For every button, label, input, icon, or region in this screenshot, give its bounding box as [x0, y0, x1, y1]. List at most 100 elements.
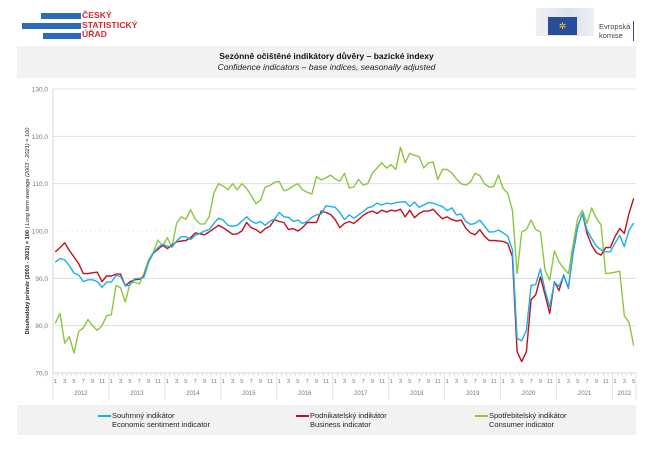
month-tick-label: 5 — [128, 379, 131, 385]
year-label: 2017 — [354, 391, 368, 397]
month-tick-label: 7 — [306, 379, 309, 385]
legend-label-cz: Souhrnný indikátor — [112, 411, 175, 420]
month-tick-label: 1 — [110, 379, 113, 385]
month-tick-label: 3 — [343, 379, 346, 385]
year-label: 2012 — [74, 391, 88, 397]
legend-item-economic: Souhrnný indikátor Economic sentiment in… — [98, 411, 210, 429]
year-label: 2022 — [618, 391, 632, 397]
month-tick-label: 7 — [585, 379, 588, 385]
chart-title-en: Confidence indicators – base indices, se… — [217, 62, 436, 72]
month-tick-label: 1 — [445, 379, 448, 385]
month-tick-label: 7 — [250, 379, 253, 385]
legend-label-en: Consumer indicator — [489, 420, 555, 429]
month-tick-label: 9 — [203, 379, 206, 385]
month-tick-label: 5 — [520, 379, 523, 385]
month-tick-label: 3 — [119, 379, 122, 385]
year-label: 2018 — [410, 391, 424, 397]
logo-line: ČESKÝ — [82, 10, 112, 20]
month-tick-label: 9 — [595, 379, 598, 385]
month-tick-label: 9 — [91, 379, 94, 385]
legend-label-en: Business indicator — [310, 420, 371, 429]
eu-logo-text: Evropská komise — [599, 22, 630, 40]
logo-line: ÚŘAD — [82, 29, 107, 39]
month-tick-label: 9 — [483, 379, 486, 385]
month-tick-label: 9 — [427, 379, 430, 385]
month-tick-label: 5 — [184, 379, 187, 385]
month-tick-label: 5 — [408, 379, 411, 385]
divider — [633, 21, 634, 41]
month-tick-label: 11 — [547, 379, 553, 385]
year-label: 2016 — [298, 391, 312, 397]
month-tick-label: 7 — [473, 379, 476, 385]
month-tick-label: 3 — [175, 379, 178, 385]
month-tick-label: 11 — [211, 379, 217, 385]
series-consumer — [54, 146, 635, 354]
month-tick-label: 9 — [147, 379, 150, 385]
line-chart: 70,0 80,0 90,0 100,0 110,0 120,0 130,0 Dlouhodo… — [24, 87, 637, 400]
month-tick-label: 1 — [222, 379, 225, 385]
y-axis-title-cz: Dlouhodobý průměr (2003 - 2021) = 100 — [24, 230, 31, 334]
y-axis-title-separator: | — [25, 225, 31, 230]
year-label: 2014 — [186, 391, 200, 397]
month-tick-label: 3 — [567, 379, 570, 385]
logo-bar — [43, 33, 81, 39]
logo-bar — [41, 13, 81, 19]
month-tick-label: 11 — [99, 379, 105, 385]
month-tick-label: 7 — [529, 379, 532, 385]
month-tick-label: 11 — [379, 379, 385, 385]
month-tick-label: 7 — [362, 379, 365, 385]
month-tick-label: 7 — [138, 379, 141, 385]
year-label: 2019 — [466, 391, 480, 397]
year-label: 2015 — [242, 391, 256, 397]
month-tick-label: 11 — [267, 379, 273, 385]
month-tick-label: 3 — [455, 379, 458, 385]
month-tick-label: 1 — [613, 379, 616, 385]
month-tick-label: 9 — [315, 379, 318, 385]
chart-title-cz: Sezónně očištěné indikátory důvěry – baz… — [219, 51, 434, 61]
month-tick-label: 11 — [323, 379, 329, 385]
month-tick-label: 11 — [435, 379, 441, 385]
month-tick-label: 5 — [72, 379, 75, 385]
month-tick-label: 7 — [82, 379, 85, 385]
legend-swatch — [296, 415, 309, 417]
legend-label-cz: Podnikatelský indikátor — [310, 411, 387, 420]
series-economic-sentiment — [54, 200, 635, 342]
month-tick-label: 5 — [240, 379, 243, 385]
month-tick-label: 5 — [632, 379, 635, 385]
eu-flag-icon: ✲ — [548, 17, 577, 35]
series-business — [54, 198, 635, 363]
year-label: 2021 — [578, 391, 592, 397]
month-tick-label: 9 — [371, 379, 374, 385]
year-label: 2020 — [522, 391, 536, 397]
logo-line: komise — [599, 31, 623, 40]
month-tick-label: 9 — [539, 379, 542, 385]
y-tick-label: 70,0 — [35, 371, 48, 378]
y-tick-label: 100,0 — [32, 229, 49, 236]
month-tick-label: 1 — [334, 379, 337, 385]
chart-title-band: Sezónně očištěné indikátory důvěry – baz… — [17, 46, 636, 78]
logo-bar — [22, 23, 81, 29]
year-label: 2013 — [130, 391, 144, 397]
y-tick-label: 110,0 — [32, 181, 48, 188]
y-tick-label: 120,0 — [32, 134, 49, 141]
month-tick-label: 11 — [603, 379, 609, 385]
month-tick-label: 1 — [501, 379, 504, 385]
csu-logo-text: ČESKÝ STATISTICKÝ ÚŘAD — [82, 10, 138, 40]
legend-item-business: Podnikatelský indikátor Business indicat… — [296, 411, 387, 429]
month-tick-label: 5 — [296, 379, 299, 385]
month-tick-label: 1 — [54, 379, 57, 385]
month-tick-label: 3 — [287, 379, 290, 385]
y-tick-label: 130,0 — [32, 87, 49, 94]
month-tick-label: 9 — [259, 379, 262, 385]
month-tick-label: 1 — [557, 379, 560, 385]
logo-line: Evropská — [599, 22, 631, 31]
legend: Souhrnný indikátor Economic sentiment in… — [17, 405, 636, 435]
legend-label-cz: Spotřebitelský indikátor — [489, 411, 567, 420]
legend-swatch — [98, 415, 111, 417]
month-tick-label: 11 — [491, 379, 497, 385]
month-tick-label: 7 — [194, 379, 197, 385]
csu-logo: ČESKÝ STATISTICKÝ ÚŘAD — [20, 10, 140, 40]
month-tick-label: 11 — [155, 379, 161, 385]
month-tick-label: 1 — [390, 379, 393, 385]
month-tick-label: 3 — [623, 379, 626, 385]
